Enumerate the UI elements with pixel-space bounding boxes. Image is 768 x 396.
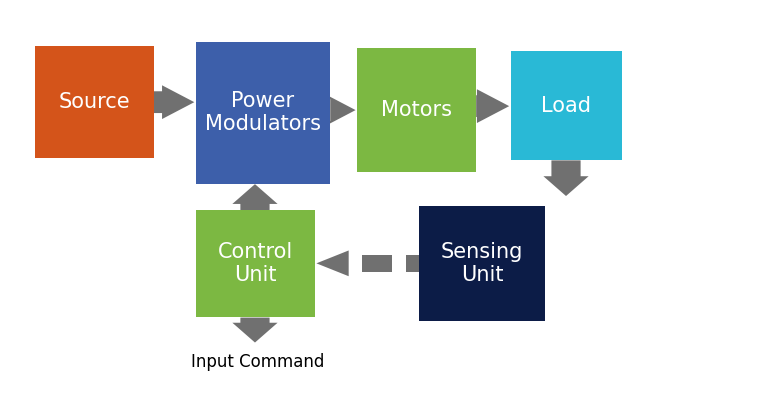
Polygon shape: [544, 160, 588, 196]
FancyBboxPatch shape: [357, 48, 476, 172]
Text: Sensing
Unit: Sensing Unit: [441, 242, 523, 285]
FancyBboxPatch shape: [406, 255, 435, 272]
Text: Input Command: Input Command: [190, 353, 324, 371]
Text: Power
Modulators: Power Modulators: [205, 91, 321, 135]
Polygon shape: [154, 85, 194, 119]
FancyBboxPatch shape: [362, 255, 392, 272]
Text: Load: Load: [541, 96, 591, 116]
FancyBboxPatch shape: [196, 42, 330, 184]
Polygon shape: [476, 89, 509, 123]
Polygon shape: [233, 318, 277, 343]
FancyBboxPatch shape: [196, 210, 315, 317]
FancyBboxPatch shape: [511, 51, 622, 160]
Polygon shape: [316, 250, 349, 276]
FancyBboxPatch shape: [35, 46, 154, 158]
Text: Motors: Motors: [381, 100, 452, 120]
Polygon shape: [233, 184, 277, 211]
FancyBboxPatch shape: [419, 206, 545, 321]
Polygon shape: [323, 93, 356, 127]
Text: Control
Unit: Control Unit: [218, 242, 293, 285]
Text: Source: Source: [58, 92, 130, 112]
